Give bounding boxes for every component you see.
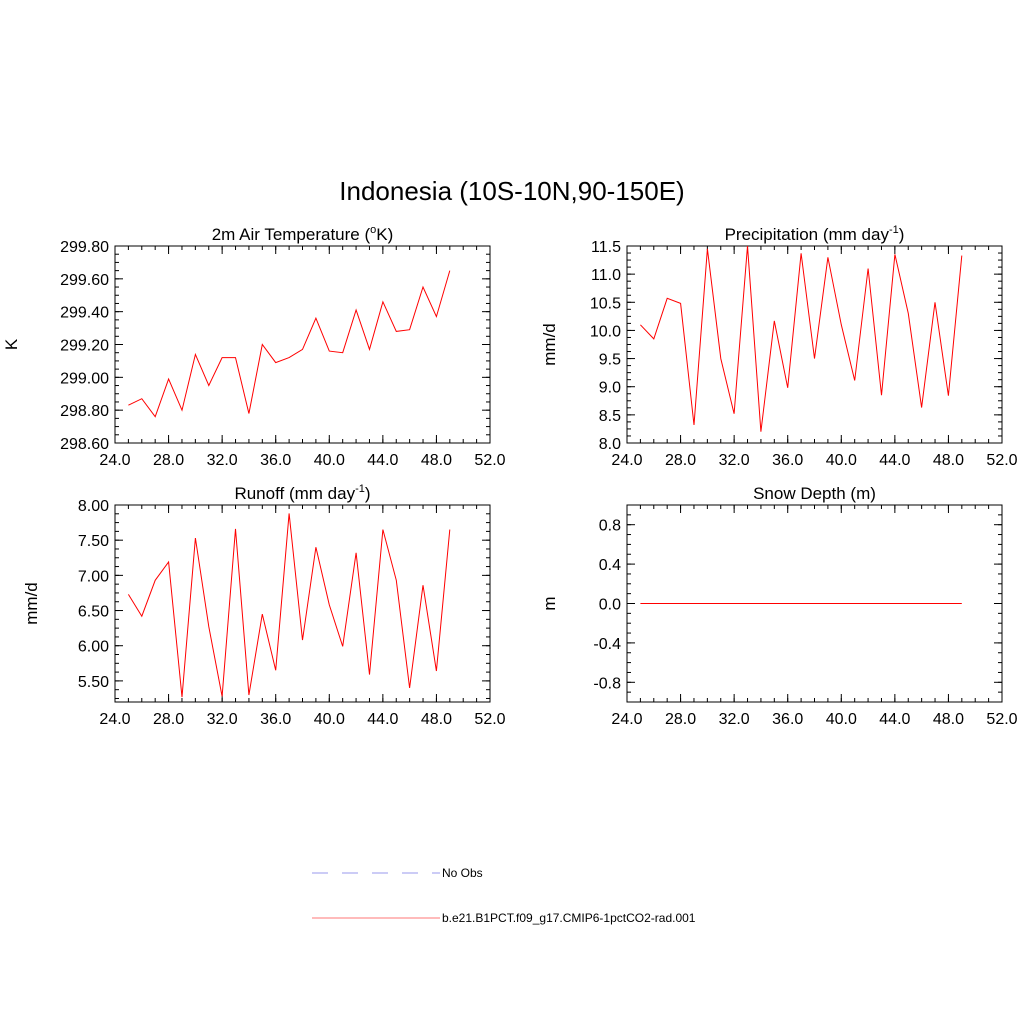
panel-title-main: Snow Depth (m)	[753, 484, 876, 503]
y-tick-label: -0.4	[593, 636, 621, 653]
x-tick-label: 32.0	[207, 711, 238, 728]
y-tick-label: 0.4	[599, 557, 621, 574]
x-tick-label: 48.0	[421, 711, 452, 728]
panel-title-superscript: o	[370, 224, 376, 236]
y-tick-label: 9.5	[599, 352, 621, 369]
panel-title-superscript: -1	[355, 483, 365, 495]
y-tick-label: 10.0	[590, 323, 621, 340]
x-tick-label: 52.0	[986, 452, 1017, 469]
series-line	[640, 245, 963, 432]
y-tick-label: 10.5	[590, 295, 621, 312]
y-tick-label: 11.5	[591, 239, 621, 256]
y-axis-label: K	[2, 338, 21, 350]
panel-title: Runoff (mm day-1)	[234, 483, 370, 503]
y-tick-label: 7.50	[78, 533, 109, 550]
panel-2: Precipitation (mm day-1) 24.0 28.0 32.0 36.0…	[540, 224, 1018, 469]
plot-frame	[626, 245, 1003, 444]
x-tick-label: 36.0	[772, 452, 803, 469]
legend-label: b.e21.B1PCT.f09_g17.CMIP6-1pctCO2-rad.00…	[442, 911, 696, 925]
y-tick-label: 0.8	[599, 518, 621, 535]
x-tick-label: 28.0	[665, 711, 696, 728]
panel-1: 2m Air Temperature (oK) 24.0 28.0 32.0 36.0 4…	[2, 224, 506, 469]
y-tick-label: 8.0	[599, 436, 621, 453]
x-tick-label: 44.0	[367, 452, 398, 469]
panel-title-suffix: )	[899, 225, 905, 244]
y-tick-label: 298.60	[60, 436, 109, 453]
x-tick-label: 24.0	[99, 711, 130, 728]
x-tick-label: 40.0	[826, 452, 857, 469]
y-tick-label: 11.0	[591, 267, 621, 284]
series-line	[128, 270, 451, 418]
x-tick-label: 32.0	[719, 452, 750, 469]
x-tick-label: 44.0	[879, 452, 910, 469]
y-tick-label: 299.40	[60, 305, 109, 322]
y-tick-label: 6.50	[78, 604, 109, 621]
panels: 2m Air Temperature (oK)24.0 28.0 32.0 36.0 4…	[2, 224, 1018, 728]
x-tick-label: 36.0	[260, 711, 291, 728]
x-tick-label: 48.0	[933, 711, 964, 728]
x-tick-label: 24.0	[611, 452, 642, 469]
panel-title: Snow Depth (m)	[753, 484, 876, 503]
x-tick-label: 28.0	[665, 452, 696, 469]
plot-frame	[114, 504, 491, 703]
legend-label: No Obs	[442, 866, 483, 880]
y-tick-label: 298.80	[60, 403, 109, 420]
panel-title-main: 2m Air Temperature (	[212, 225, 371, 244]
x-tick-label: 44.0	[367, 711, 398, 728]
x-tick-label: 28.0	[153, 711, 184, 728]
y-tick-label: 7.00	[78, 568, 109, 585]
x-tick-label: 44.0	[879, 711, 910, 728]
x-tick-label: 40.0	[314, 452, 345, 469]
y-axis-label: m	[540, 596, 559, 610]
panel-title-main: Precipitation (mm day	[725, 225, 890, 244]
y-tick-label: 9.0	[599, 380, 621, 397]
x-tick-label: 48.0	[421, 452, 452, 469]
x-tick-label: 28.0	[153, 452, 184, 469]
panel-title-main: Runoff (mm day	[234, 484, 355, 503]
legend-item-2: b.e21.B1PCT.f09_g17.CMIP6-1pctCO2-rad.00…	[312, 911, 696, 925]
panel-4: Snow Depth (m) 24.0 28.0 32.0 36.0 40.0 44.0 48…	[540, 484, 1018, 728]
y-tick-label: 6.00	[78, 639, 109, 656]
panel-title-superscript: -1	[889, 224, 899, 236]
panel-title-suffix: K)	[376, 225, 393, 244]
plot-frame	[114, 245, 491, 444]
y-tick-label: 0.0	[599, 597, 621, 614]
x-tick-label: 40.0	[826, 711, 857, 728]
legend-item-1: No Obs	[312, 866, 483, 880]
legend: No Obs b.e21.B1PCT.f09_g17.CMIP6-1pctCO2-…	[312, 866, 696, 925]
y-tick-label: 5.50	[78, 674, 109, 691]
x-tick-label: 48.0	[933, 452, 964, 469]
y-tick-label: 299.20	[60, 338, 109, 355]
y-tick-label: 8.5	[599, 408, 621, 425]
x-tick-label: 32.0	[207, 452, 238, 469]
x-tick-label: 52.0	[474, 711, 505, 728]
panel-title: Precipitation (mm day-1)	[725, 224, 905, 244]
y-axis-label: mm/d	[540, 323, 559, 366]
panel-title-suffix: )	[365, 484, 371, 503]
y-tick-label: 299.60	[60, 272, 109, 289]
x-tick-label: 24.0	[611, 711, 642, 728]
x-tick-label: 36.0	[260, 452, 291, 469]
x-tick-label: 52.0	[474, 452, 505, 469]
y-tick-label: 299.80	[60, 239, 109, 256]
panel-3: Runoff (mm day-1) 24.0 28.0 32.0 36.0 40.0 44.…	[22, 483, 506, 728]
x-tick-label: 36.0	[772, 711, 803, 728]
x-tick-label: 32.0	[719, 711, 750, 728]
y-tick-label: 299.00	[60, 370, 109, 387]
x-tick-label: 24.0	[99, 452, 130, 469]
y-tick-label: -0.8	[593, 675, 621, 692]
y-tick-label: 8.00	[78, 498, 109, 515]
x-tick-label: 52.0	[986, 711, 1017, 728]
series-line	[127, 513, 451, 698]
figure-title: Indonesia (10S-10N,90-150E)	[339, 176, 684, 206]
panel-title: 2m Air Temperature (oK)	[212, 224, 394, 244]
x-tick-label: 40.0	[314, 711, 345, 728]
y-axis-label: mm/d	[22, 582, 41, 625]
